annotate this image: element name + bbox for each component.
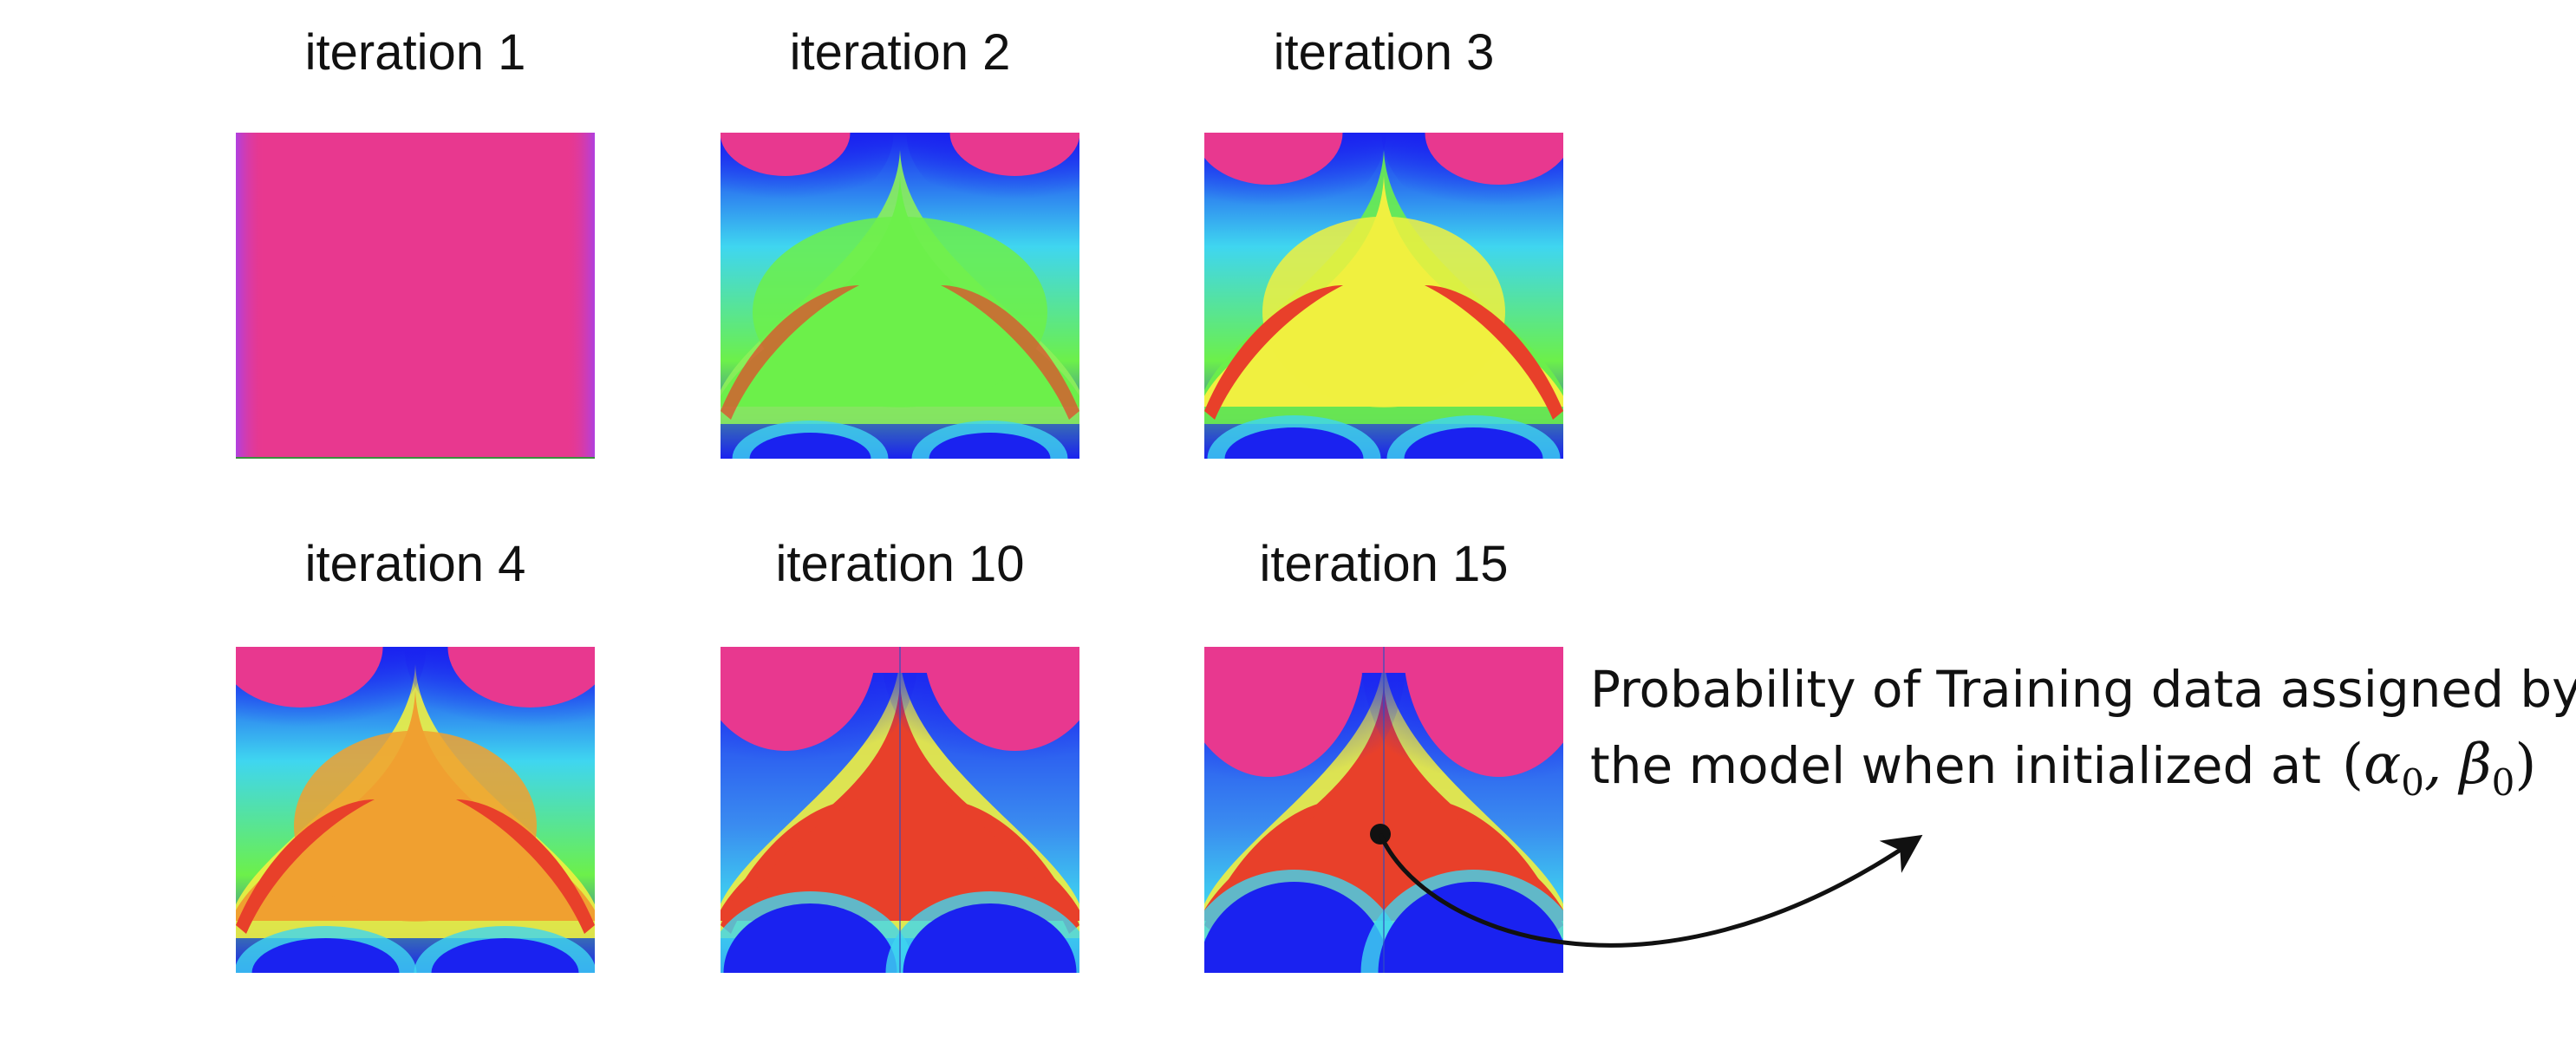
annotation-line-2-text: the model when initialized at xyxy=(1590,736,2322,795)
top-left-magenta-lobe xyxy=(236,647,383,708)
bottom-left-blue-lobe xyxy=(251,938,400,973)
left-red-arm xyxy=(236,799,375,934)
right-edge-tint xyxy=(236,133,595,459)
bottom-right-blue-lobe xyxy=(431,938,579,973)
panel-title-1: iteration 1 xyxy=(304,24,526,81)
pointer-arrow xyxy=(1378,833,1923,948)
panel-title-2: iteration 2 xyxy=(789,24,1011,81)
panel-title-6: iteration 15 xyxy=(1259,536,1509,592)
central-region xyxy=(753,216,1047,408)
bottom-left-blue-lobe xyxy=(723,903,897,973)
top-left-magenta-lobe xyxy=(721,133,851,176)
heatmap-panel-3 xyxy=(1204,133,1563,459)
panel-title-3: iteration 3 xyxy=(1273,24,1495,81)
heatmap-panel-4 xyxy=(236,647,595,973)
top-right-magenta-lobe xyxy=(949,133,1079,176)
top-left-magenta-lobe xyxy=(1204,133,1343,185)
bottom-edge xyxy=(236,457,595,459)
heatmap-panel-6 xyxy=(1204,647,1563,973)
bottom-left-blue-lobe xyxy=(1204,882,1390,973)
central-region xyxy=(1262,216,1505,408)
heatmap-panel-2 xyxy=(721,133,1079,459)
heatmap-panel-1 xyxy=(236,133,595,459)
left-red-arm xyxy=(1204,285,1343,420)
panel-title-4: iteration 4 xyxy=(304,536,526,592)
top-left-magenta-lobe xyxy=(1204,647,1365,777)
central-region xyxy=(294,730,537,922)
right-red-arm xyxy=(941,285,1079,420)
bottom-right-blue-lobe xyxy=(929,433,1051,459)
bottom-left-blue-lobe xyxy=(749,433,871,459)
right-red-arm xyxy=(1425,285,1563,420)
bottom-left-blue-lobe xyxy=(1224,427,1364,459)
annotation-line-2: the model when initialized at (α0, β0) xyxy=(1590,737,2536,801)
heatmap-panel-5 xyxy=(721,647,1079,973)
panel-title-5: iteration 10 xyxy=(775,536,1025,592)
right-red-arm xyxy=(456,799,595,934)
top-right-magenta-lobe xyxy=(1403,647,1563,777)
bottom-right-blue-lobe xyxy=(1378,882,1563,973)
bottom-right-blue-lobe xyxy=(903,903,1077,973)
bottom-right-blue-lobe xyxy=(1404,427,1543,459)
top-right-magenta-lobe xyxy=(1425,133,1563,185)
top-right-magenta-lobe xyxy=(447,647,595,708)
initialization-formula: (α0, β0) xyxy=(2342,733,2537,804)
annotation-line-1: Probability of Training data assigned by xyxy=(1590,660,2576,719)
left-red-arm xyxy=(721,285,859,420)
